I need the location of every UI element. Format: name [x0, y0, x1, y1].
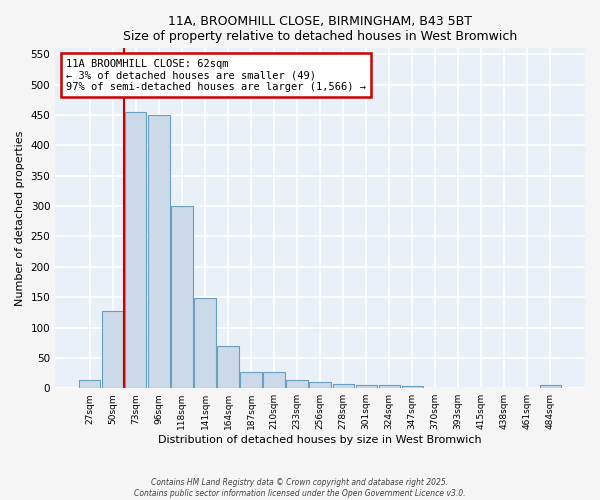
Bar	[401, 386, 423, 388]
Bar	[379, 385, 400, 388]
Bar	[217, 346, 239, 388]
Y-axis label: Number of detached properties: Number of detached properties	[15, 130, 25, 306]
Bar	[194, 298, 215, 388]
Bar	[148, 115, 170, 388]
Bar	[356, 384, 377, 388]
Bar	[286, 380, 308, 388]
Bar	[125, 112, 146, 388]
Bar	[102, 311, 124, 388]
X-axis label: Distribution of detached houses by size in West Bromwich: Distribution of detached houses by size …	[158, 435, 482, 445]
Text: Contains HM Land Registry data © Crown copyright and database right 2025.
Contai: Contains HM Land Registry data © Crown c…	[134, 478, 466, 498]
Bar	[172, 206, 193, 388]
Bar	[540, 384, 561, 388]
Bar	[263, 372, 284, 388]
Bar	[79, 380, 100, 388]
Bar	[332, 384, 353, 388]
Text: 11A BROOMHILL CLOSE: 62sqm
← 3% of detached houses are smaller (49)
97% of semi-: 11A BROOMHILL CLOSE: 62sqm ← 3% of detac…	[66, 58, 366, 92]
Title: 11A, BROOMHILL CLOSE, BIRMINGHAM, B43 5BT
Size of property relative to detached : 11A, BROOMHILL CLOSE, BIRMINGHAM, B43 5B…	[123, 15, 517, 43]
Bar	[310, 382, 331, 388]
Bar	[241, 372, 262, 388]
